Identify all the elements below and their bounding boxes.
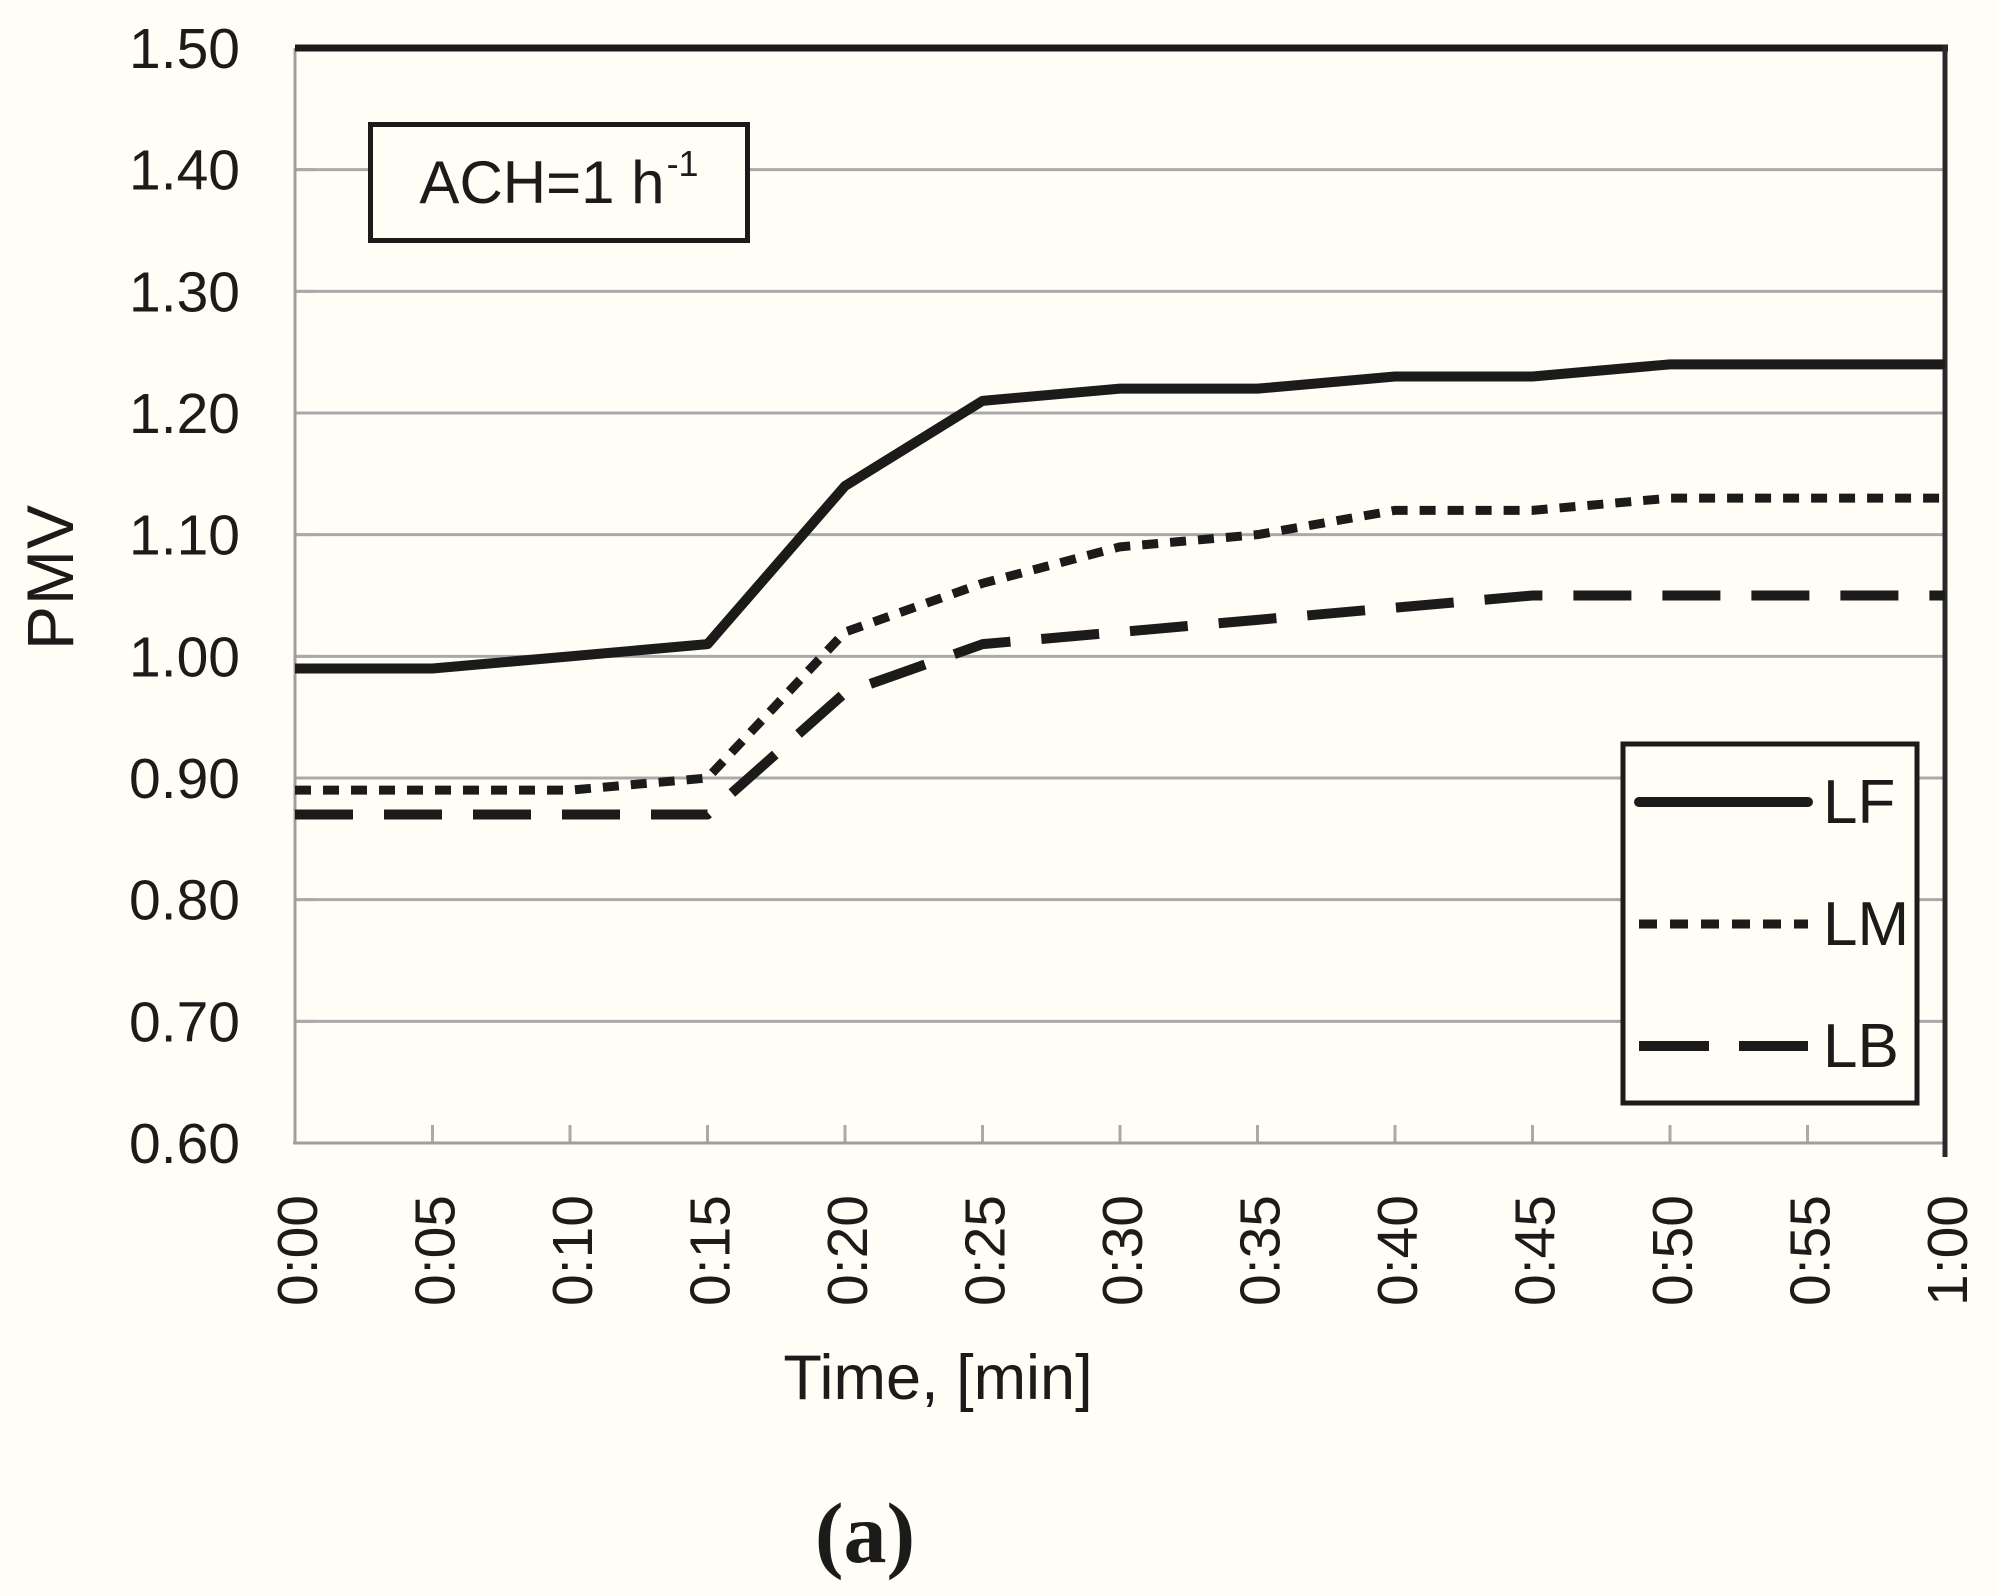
x-tick-label: 0:05 bbox=[404, 1195, 468, 1306]
legend-label-LB: LB bbox=[1823, 1012, 1899, 1081]
y-tick-label: 1.10 bbox=[129, 504, 240, 568]
y-tick-label: 0.60 bbox=[129, 1112, 240, 1176]
legend-label-LF: LF bbox=[1823, 768, 1895, 837]
series-line-LM bbox=[295, 493, 1945, 795]
x-tick-label: 0:45 bbox=[1504, 1195, 1568, 1306]
x-tick-label: 0:25 bbox=[954, 1195, 1018, 1306]
y-axis-title: PMV bbox=[13, 503, 87, 651]
series-line-LB bbox=[295, 590, 1945, 820]
x-tick-label: 0:10 bbox=[541, 1195, 605, 1306]
x-tick-label: 0:35 bbox=[1229, 1195, 1293, 1306]
y-tick-label: 0.80 bbox=[129, 869, 240, 933]
ach-annotation-text: ACH=1 h bbox=[419, 149, 665, 216]
x-tick-label: 0:20 bbox=[816, 1195, 880, 1306]
y-tick-label: 1.00 bbox=[129, 625, 240, 689]
y-tick-label: 0.90 bbox=[129, 747, 240, 811]
ach-annotation-superscript: -1 bbox=[666, 142, 699, 184]
y-tick-label: 1.20 bbox=[129, 382, 240, 446]
ach-annotation-box: ACH=1 h -1 bbox=[368, 122, 750, 243]
x-tick-label: 0:55 bbox=[1779, 1195, 1843, 1306]
series-line-LF bbox=[295, 359, 1945, 674]
subfigure-caption: (a) bbox=[814, 1485, 916, 1581]
x-tick-label: 0:30 bbox=[1091, 1195, 1155, 1306]
x-tick-label: 1:00 bbox=[1916, 1195, 1980, 1306]
y-tick-label: 1.30 bbox=[129, 260, 240, 324]
y-tick-label: 1.40 bbox=[129, 139, 240, 203]
x-tick-label: 0:00 bbox=[266, 1195, 330, 1306]
legend-label-LM: LM bbox=[1823, 890, 1909, 959]
y-tick-label: 0.70 bbox=[129, 990, 240, 1054]
x-tick-label: 0:15 bbox=[679, 1195, 743, 1306]
x-tick-label: 0:50 bbox=[1641, 1195, 1705, 1306]
x-tick-label: 0:40 bbox=[1366, 1195, 1430, 1306]
y-tick-label: 1.50 bbox=[129, 17, 240, 81]
x-axis-title: Time, [min] bbox=[783, 1343, 1093, 1413]
